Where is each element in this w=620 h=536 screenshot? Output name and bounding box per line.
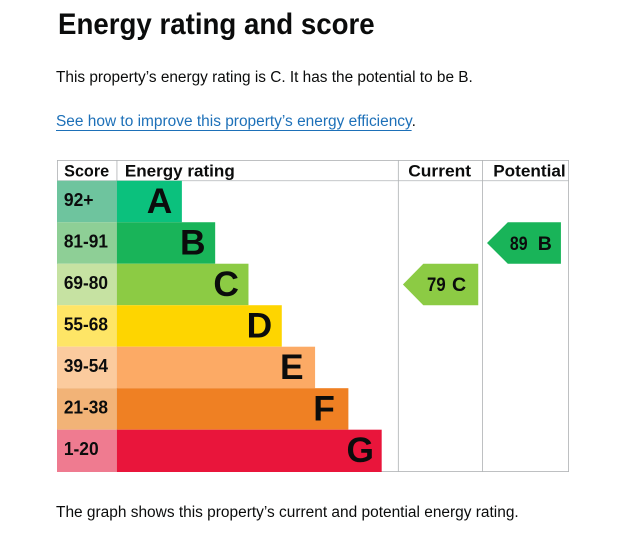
svg-text:1-20: 1-20 (64, 438, 99, 459)
svg-text:79: 79 (427, 274, 446, 296)
svg-text:21-38: 21-38 (64, 397, 108, 418)
svg-text:Energy rating: Energy rating (125, 162, 235, 181)
svg-text:E: E (280, 348, 304, 387)
svg-text:D: D (247, 306, 273, 345)
svg-text:Score: Score (64, 162, 109, 181)
svg-text:55-68: 55-68 (64, 314, 108, 335)
svg-text:B: B (180, 223, 206, 262)
svg-text:92+: 92+ (64, 189, 94, 210)
svg-text:A: A (147, 182, 173, 221)
svg-text:C: C (213, 265, 239, 304)
svg-text:F: F (313, 389, 335, 428)
svg-text:39-54: 39-54 (64, 355, 109, 376)
svg-text:69-80: 69-80 (64, 272, 108, 293)
svg-text:B: B (538, 233, 552, 255)
svg-text:C: C (452, 274, 466, 296)
svg-text:G: G (347, 431, 375, 470)
svg-text:81-91: 81-91 (64, 231, 108, 252)
svg-text:Current: Current (408, 162, 471, 181)
svg-text:Potential: Potential (493, 162, 565, 181)
svg-text:89: 89 (510, 233, 528, 255)
